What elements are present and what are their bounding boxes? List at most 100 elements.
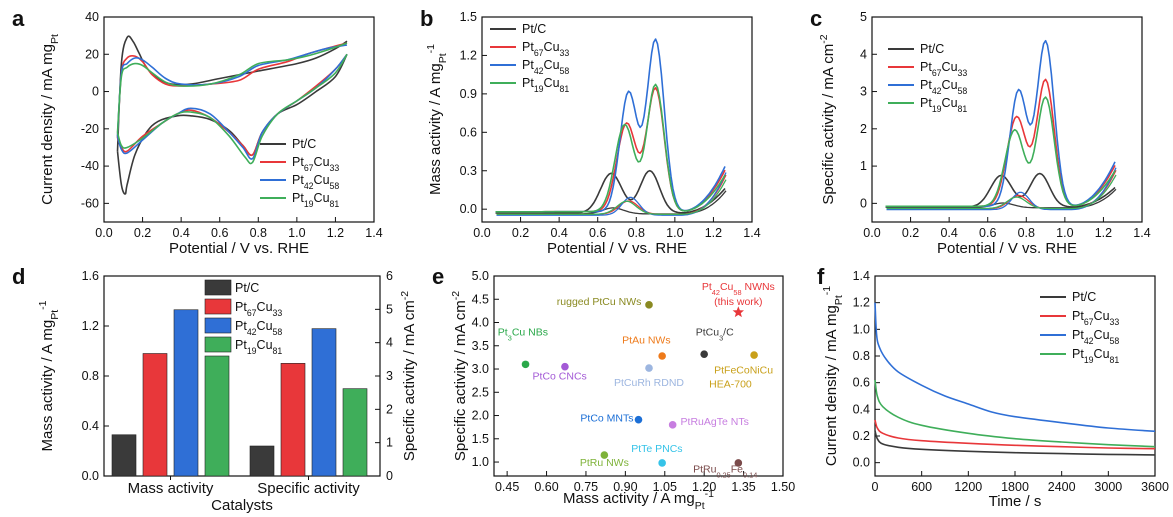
x-axis-label: Catalysts [211, 497, 273, 514]
y-tick-label: 4.5 [472, 292, 489, 306]
label-part: PtFeCoNiCu [714, 365, 773, 377]
y-tick-label: 4.0 [472, 316, 489, 330]
y-tick-label: 0.0 [82, 469, 99, 483]
label-part: Cu [314, 191, 330, 205]
panel-letter-f: f [817, 264, 825, 289]
y-tick-label: 40 [85, 10, 99, 24]
y-tick-label: 3.5 [472, 339, 489, 353]
scatter-point [521, 360, 530, 369]
label-part: -2 [450, 291, 462, 300]
ca-curve-cu81 [874, 379, 1156, 448]
label-part: Cu [1094, 328, 1110, 342]
lsv-forward-cu81 [885, 96, 1116, 208]
bar-ptc-1 [249, 445, 275, 477]
y-tick-label: 0.9 [460, 87, 477, 101]
label-part: Pt [920, 78, 932, 92]
y-tick-label: 0 [860, 196, 867, 210]
y-tick-label: 1.5 [460, 10, 477, 24]
y-tick-label: 1.6 [82, 269, 99, 283]
label-part: Pt [49, 310, 61, 320]
label-part: Pt [1072, 347, 1084, 361]
x-tick-label: 0.6 [211, 226, 228, 240]
bar-cu81-1 [342, 388, 368, 477]
label-part: Cu [942, 60, 958, 74]
x-tick-label: 0.0 [95, 226, 112, 240]
label-part: 81 [1110, 355, 1120, 365]
scatter-label: (this work) [714, 296, 762, 308]
scatter-point [668, 421, 677, 429]
scatter-label: Pt42Cu58 NWNs [702, 281, 775, 297]
scatter-label: Pt3Cu NBs [498, 327, 548, 343]
x-tick-label: 0.90 [613, 480, 637, 494]
label-part: 67 [932, 68, 942, 78]
bar-ptc-0 [111, 434, 137, 477]
bar-cu33-0 [142, 353, 168, 477]
y-tick-label: 0.6 [460, 125, 477, 139]
x-axis-label: Mass activity / A mgPt-1 [563, 488, 714, 512]
x-category-label: Specific activity [257, 480, 360, 497]
label-part: 67 [534, 48, 544, 58]
y-tick-label: 1.0 [853, 322, 870, 336]
legend-label: Pt42Cu58 [292, 173, 339, 191]
label-part: Pt [235, 319, 247, 333]
legend-label: Pt19Cu81 [1072, 347, 1119, 365]
lsv-forward-ptc [495, 169, 726, 214]
label-part: rugged PtCu NWs [557, 296, 642, 308]
label-part: Cu [942, 96, 958, 110]
x-tick-label: 1.2 [705, 226, 722, 240]
panel-c: 0.0 0.2 0.4 0.6 0.8 1.0 1.2 1.4012345Pt/CPt67Cu… [810, 6, 1151, 257]
panel-d: 0.0 0.4 0.8 1.2 1.6 0 1 2 3 4 5 6 Mass activity Speci… [12, 264, 418, 514]
legend-label: Pt19Cu81 [920, 96, 967, 114]
x-axis-label: Potential / V vs. RHE [937, 240, 1077, 257]
y-tick-label: 0 [92, 85, 99, 99]
x-axis-label: Potential / V vs. RHE [169, 240, 309, 257]
y-tick-label: 5.0 [472, 269, 489, 283]
scatter-point [600, 451, 609, 459]
y-tick-label: 2 [860, 122, 867, 136]
x-category-label: Mass activity [128, 480, 214, 497]
legend-label: Pt19Cu81 [292, 191, 339, 209]
label-part: 3 [508, 333, 512, 342]
label-part: 19 [932, 104, 942, 114]
label-part: Cu [1094, 347, 1110, 361]
x-tick-label: 0.2 [512, 226, 529, 240]
x-tick-label: 1.20 [692, 480, 716, 494]
x-tick-label: 0.8 [628, 226, 645, 240]
scatter-label: PtRu0.25Fe0.14 [693, 463, 757, 479]
x-tick-label: 1.4 [1133, 226, 1150, 240]
scatter-label: PtFeCoNiCu [714, 365, 773, 377]
legend-label: Pt67Cu33 [920, 60, 967, 78]
legend-label: Pt67Cu33 [1072, 309, 1119, 327]
y-axis-label: Mass activity / A mgPt-1 [425, 44, 449, 195]
label-part: 42 [1084, 336, 1094, 346]
label-part: PtCo MNTs [580, 413, 633, 425]
y-right-tick-label: 3 [386, 369, 393, 383]
label-part: 81 [273, 346, 283, 356]
label-part: Pt [522, 76, 534, 90]
label-part: 67 [1084, 317, 1094, 327]
x-tick-label: 0.75 [574, 480, 598, 494]
label-part: Cu [257, 319, 273, 333]
legend-label: Pt42Cu58 [920, 78, 967, 96]
label-part: Current density / mA mg [823, 305, 840, 466]
bar-cu58-1 [311, 328, 337, 477]
axes-frame [493, 275, 784, 477]
label-part: Specific activity / mA cm [452, 300, 469, 461]
lsv-backward-cu58 [496, 172, 727, 216]
legend-label: Pt67Cu33 [235, 300, 282, 318]
y-axis-label: Current density / mA mgPt-1 [821, 286, 845, 466]
label-part: Cu [720, 281, 734, 293]
y-tick-label: 0.2 [853, 429, 870, 443]
label-part: 58 [330, 181, 340, 191]
y-tick-label: 1.0 [472, 455, 489, 469]
legend-swatch [204, 279, 232, 296]
y-tick-label: 20 [85, 47, 99, 61]
panel-letter-b: b [420, 6, 433, 31]
bar-cu81-0 [204, 355, 230, 477]
label-part: Pt [1072, 328, 1084, 342]
label-part: Specific activity / mA cm [820, 44, 837, 205]
x-tick-label: 0.2 [902, 226, 919, 240]
y-tick-label: 0.4 [853, 402, 870, 416]
label-part: /C [723, 327, 734, 339]
